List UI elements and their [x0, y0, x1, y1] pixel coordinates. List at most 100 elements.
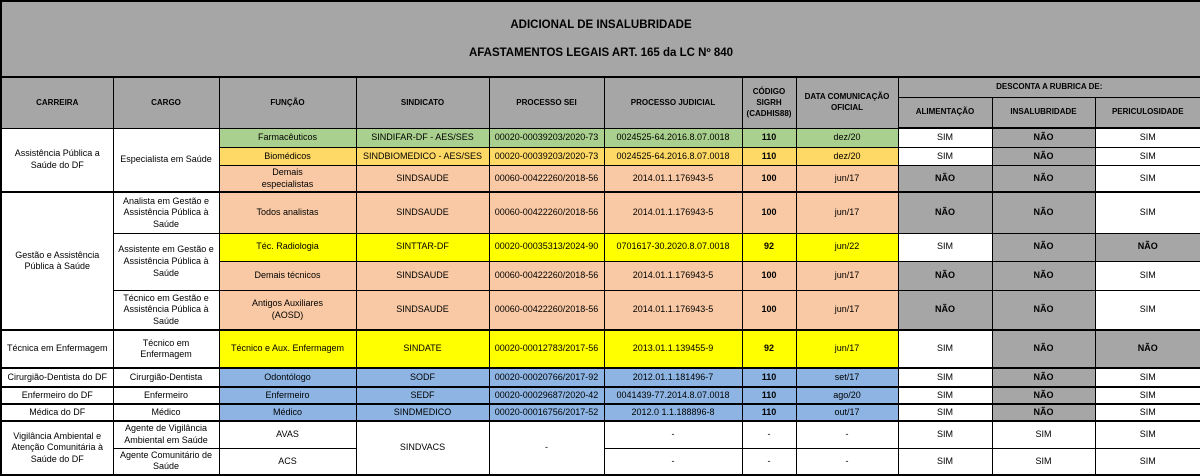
sindicato-cell: SINDBIOMEDICO - AES/SES: [355, 146, 490, 166]
col-header-data-comunicacao: DATA COMUNICAÇÃO OFICIAL: [795, 76, 899, 129]
funcao-cell: Téc. Radiologia: [218, 232, 357, 262]
cargo-cell: Agente de Vigilância Ambiental em Saúde: [112, 420, 220, 449]
codigo-sigrh-cell: 110: [741, 386, 797, 405]
processo-judicial-cell: 2012.0 1.1.188896-8: [603, 403, 743, 422]
processo-judicial-cell: 2014.01.1.176943-5: [603, 164, 743, 193]
alimentacao-cell: SIM: [897, 367, 993, 388]
sindicato-cell: SINTTAR-DF: [355, 232, 490, 262]
funcao-cell: Médico: [218, 403, 357, 422]
processo-judicial-cell: 0024525-64.2016.8.07.0018: [603, 146, 743, 166]
cargo-cell: Especialista em Saúde: [112, 127, 220, 193]
data-comunicacao-cell: ago/20: [795, 386, 899, 405]
funcao-cell: Antigos Auxiliares (AOSD): [218, 289, 357, 331]
processo-judicial-cell: 0041439-77.2014.8.07.0018: [603, 386, 743, 405]
data-comunicacao-cell: set/17: [795, 367, 899, 388]
funcao-cell: AVAS: [218, 420, 357, 449]
alimentacao-cell: SIM: [897, 420, 993, 449]
col-header-processo-sei: PROCESSO SEI: [488, 76, 605, 129]
processo-judicial-cell: 0701617-30.2020.8.07.0018: [603, 232, 743, 262]
data-comunicacao-cell: jun/17: [795, 164, 899, 193]
alimentacao-cell: NÃO: [897, 191, 993, 234]
codigo-sigrh-cell: 100: [741, 289, 797, 331]
codigo-sigrh-cell: 100: [741, 164, 797, 193]
periculosidade-cell: SIM: [1094, 127, 1200, 148]
codigo-sigrh-cell: 100: [741, 191, 797, 234]
table-row: Enfermeiro do DF Enfermeiro Enfermeiro S…: [0, 386, 1200, 405]
insalubridade-cell: NÃO: [991, 329, 1096, 369]
sindicato-cell: SINDSAUDE: [355, 164, 490, 193]
data-comunicacao-cell: jun/17: [795, 260, 899, 291]
alimentacao-cell: SIM: [897, 403, 993, 422]
col-group-desconta-rubrica: DESCONTA A RUBRICA DE:: [897, 76, 1200, 98]
codigo-sigrh-cell: 110: [741, 367, 797, 388]
data-comunicacao-cell: jun/22: [795, 232, 899, 262]
alimentacao-cell: SIM: [897, 127, 993, 148]
funcao-cell: Farmacêuticos: [218, 127, 357, 148]
insalubridade-cell: NÃO: [991, 403, 1096, 422]
insalubridade-cell: NÃO: [991, 260, 1096, 291]
codigo-sigrh-cell: 100: [741, 260, 797, 291]
insalubridade-cell: SIM: [991, 447, 1096, 476]
alimentacao-cell: SIM: [897, 386, 993, 405]
cargo-cell: Cirurgião-Dentista: [112, 367, 220, 388]
alimentacao-cell: NÃO: [897, 289, 993, 331]
table-row: Biomédicos SINDBIOMEDICO - AES/SES 00020…: [1, 146, 1200, 166]
alimentacao-cell: SIM: [897, 329, 993, 369]
sindicato-cell: SINDVACS: [355, 420, 490, 476]
periculosidade-cell: SIM: [1094, 367, 1200, 388]
processo-judicial-cell: 2014.01.1.176943-5: [603, 289, 743, 331]
funcao-cell: ACS: [218, 447, 357, 476]
funcao-cell: Biomédicos: [218, 146, 357, 166]
col-header-insalubridade: INSALUBRIDADE: [991, 96, 1096, 130]
processo-judicial-cell: 2014.01.1.176943-5: [603, 191, 743, 234]
periculosidade-cell: SIM: [1094, 386, 1200, 405]
processo-sei-cell: 00060-00422260/2018-56: [488, 191, 605, 234]
periculosidade-cell: NÃO: [1094, 329, 1200, 369]
table-row: Técnica em Enfermagem Técnico em Enferma…: [0, 329, 1200, 369]
data-comunicacao-cell: jun/17: [795, 191, 899, 234]
data-comunicacao-cell: dez/20: [795, 127, 899, 148]
sindicato-cell: SEDF: [355, 386, 490, 405]
cargo-cell: Técnico em Gestão e Assistência Pública …: [112, 289, 220, 331]
carreira-cell: Vigilância Ambiental e Atenção Comunitár…: [0, 420, 114, 476]
codigo-sigrh-cell: 110: [741, 127, 797, 148]
insalubridade-cell: SIM: [991, 420, 1096, 449]
data-comunicacao-cell: jun/17: [795, 289, 899, 331]
sindicato-cell: SINDSAUDE: [355, 289, 490, 331]
periculosidade-cell: SIM: [1094, 146, 1200, 166]
codigo-sigrh-cell: -: [741, 447, 797, 476]
insalubridade-cell: NÃO: [991, 127, 1096, 148]
table-title-line1: ADICIONAL DE INSALUBRIDADE: [510, 18, 692, 31]
funcao-cell: Enfermeiro: [218, 386, 357, 405]
codigo-sigrh-cell: 110: [741, 403, 797, 422]
periculosidade-cell: SIM: [1094, 164, 1200, 193]
processo-sei-cell: -: [488, 420, 605, 476]
sindicato-cell: SINDSAUDE: [355, 191, 490, 234]
processo-judicial-cell: 0024525-64.2016.8.07.0018: [603, 127, 743, 148]
processo-sei-cell: 00020-00016756/2017-52: [488, 403, 605, 422]
sindicato-cell: SINDATE: [355, 329, 490, 369]
table-title-line2: AFASTAMENTOS LEGAIS ART. 165 da LC Nº 84…: [468, 47, 734, 60]
alimentacao-cell: NÃO: [897, 164, 993, 193]
processo-judicial-cell: -: [603, 447, 743, 476]
processo-judicial-cell: -: [603, 420, 743, 449]
table-row: Assistente em Gestão e Assistência Públi…: [1, 232, 1200, 291]
data-comunicacao-cell: -: [795, 447, 899, 476]
carreira-cell: Assistência Pública a Saúde do DF: [0, 127, 114, 193]
carreira-cell: Cirurgião-Dentista do DF: [0, 367, 114, 388]
table-row: Técnico em Gestão e Assistência Pública …: [1, 289, 1200, 331]
col-header-carreira: CARREIRA: [0, 76, 114, 129]
col-header-funcao: FUNÇÃO: [218, 76, 357, 129]
insalubridade-cell: NÃO: [991, 386, 1096, 405]
sindicato-cell: SINDIFAR-DF - AES/SES: [355, 127, 490, 148]
carreira-cell: Gestão e Assistência Pública à Saúde: [0, 191, 114, 331]
insalubridade-cell: NÃO: [991, 232, 1096, 262]
processo-sei-cell: 00060-00422260/2018-56: [488, 164, 605, 193]
insalubridade-cell: NÃO: [991, 164, 1096, 193]
table-row: Médica do DF Médico Médico SINDMEDICO 00…: [0, 403, 1200, 422]
cargo-cell: Médico: [112, 403, 220, 422]
funcao-cell: Técnico e Aux. Enfermagem: [218, 329, 357, 369]
alimentacao-cell: SIM: [897, 146, 993, 166]
periculosidade-cell: SIM: [1094, 260, 1200, 291]
alimentacao-cell: SIM: [897, 447, 993, 476]
